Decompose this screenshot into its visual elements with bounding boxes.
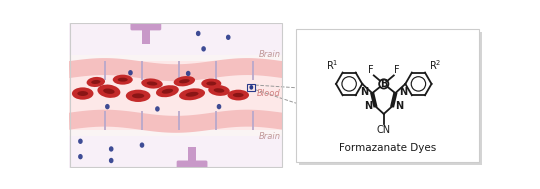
Bar — [178, 111, 180, 130]
Ellipse shape — [174, 76, 195, 86]
Ellipse shape — [86, 77, 105, 87]
Bar — [252, 111, 254, 130]
Ellipse shape — [109, 146, 113, 152]
Ellipse shape — [161, 89, 173, 94]
Text: F: F — [368, 65, 374, 75]
Ellipse shape — [226, 35, 231, 40]
Bar — [215, 111, 217, 130]
Ellipse shape — [105, 104, 110, 109]
Ellipse shape — [126, 90, 151, 102]
Bar — [104, 111, 106, 130]
Bar — [296, 29, 480, 162]
Bar — [70, 23, 282, 167]
Text: N: N — [364, 101, 372, 111]
Ellipse shape — [78, 139, 83, 144]
Bar — [215, 61, 217, 80]
Ellipse shape — [109, 158, 113, 163]
FancyBboxPatch shape — [142, 29, 150, 44]
Bar — [141, 61, 143, 80]
Ellipse shape — [118, 78, 128, 82]
Text: F: F — [394, 65, 400, 75]
Ellipse shape — [206, 81, 217, 85]
Ellipse shape — [78, 154, 83, 159]
Bar — [299, 32, 482, 165]
FancyBboxPatch shape — [131, 21, 161, 30]
Text: B: B — [380, 79, 388, 89]
Bar — [69, 23, 283, 168]
Text: R$^1$: R$^1$ — [326, 58, 339, 72]
Ellipse shape — [156, 85, 179, 97]
Text: Blood: Blood — [257, 89, 281, 98]
Ellipse shape — [113, 75, 133, 85]
Ellipse shape — [217, 104, 221, 109]
Ellipse shape — [249, 85, 253, 90]
Ellipse shape — [132, 93, 144, 98]
Ellipse shape — [72, 87, 93, 100]
Bar — [69, 61, 283, 130]
Bar — [69, 78, 283, 113]
Text: Formazanate Dyes: Formazanate Dyes — [339, 143, 436, 153]
Bar — [69, 23, 283, 55]
Bar — [252, 61, 254, 80]
Bar — [178, 61, 180, 80]
Ellipse shape — [179, 79, 190, 83]
Ellipse shape — [147, 81, 157, 86]
Ellipse shape — [128, 70, 133, 75]
Ellipse shape — [201, 46, 206, 52]
FancyBboxPatch shape — [188, 147, 196, 162]
Bar — [69, 136, 283, 168]
Ellipse shape — [186, 92, 199, 97]
Ellipse shape — [141, 78, 163, 89]
Text: N: N — [360, 87, 368, 97]
Ellipse shape — [233, 93, 244, 97]
Ellipse shape — [186, 71, 191, 76]
PathPatch shape — [69, 58, 283, 81]
FancyBboxPatch shape — [177, 160, 207, 170]
Ellipse shape — [227, 90, 249, 100]
Ellipse shape — [155, 106, 160, 112]
Ellipse shape — [103, 88, 114, 94]
Ellipse shape — [196, 31, 200, 36]
Text: Brain: Brain — [259, 50, 281, 59]
Text: Brain: Brain — [259, 132, 281, 141]
Ellipse shape — [214, 88, 225, 93]
Ellipse shape — [179, 88, 205, 100]
Ellipse shape — [208, 85, 230, 96]
Ellipse shape — [91, 80, 100, 84]
Ellipse shape — [140, 143, 144, 148]
Text: N: N — [399, 87, 407, 97]
Ellipse shape — [201, 78, 221, 88]
Bar — [104, 61, 106, 80]
PathPatch shape — [69, 110, 283, 133]
Bar — [247, 84, 255, 91]
Bar — [141, 111, 143, 130]
Ellipse shape — [97, 84, 120, 98]
Text: N: N — [395, 101, 403, 111]
Text: CN: CN — [377, 125, 391, 136]
Text: R$^2$: R$^2$ — [429, 58, 442, 72]
Circle shape — [379, 79, 388, 88]
Ellipse shape — [77, 91, 88, 96]
